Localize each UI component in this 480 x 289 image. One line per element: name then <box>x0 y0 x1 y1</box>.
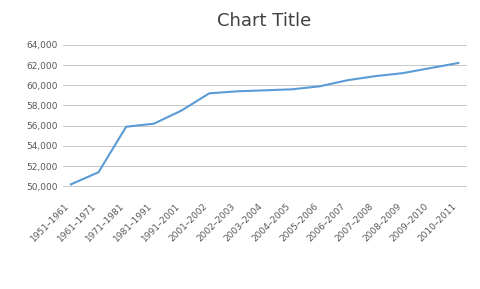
Title: Chart Title: Chart Title <box>217 12 311 30</box>
